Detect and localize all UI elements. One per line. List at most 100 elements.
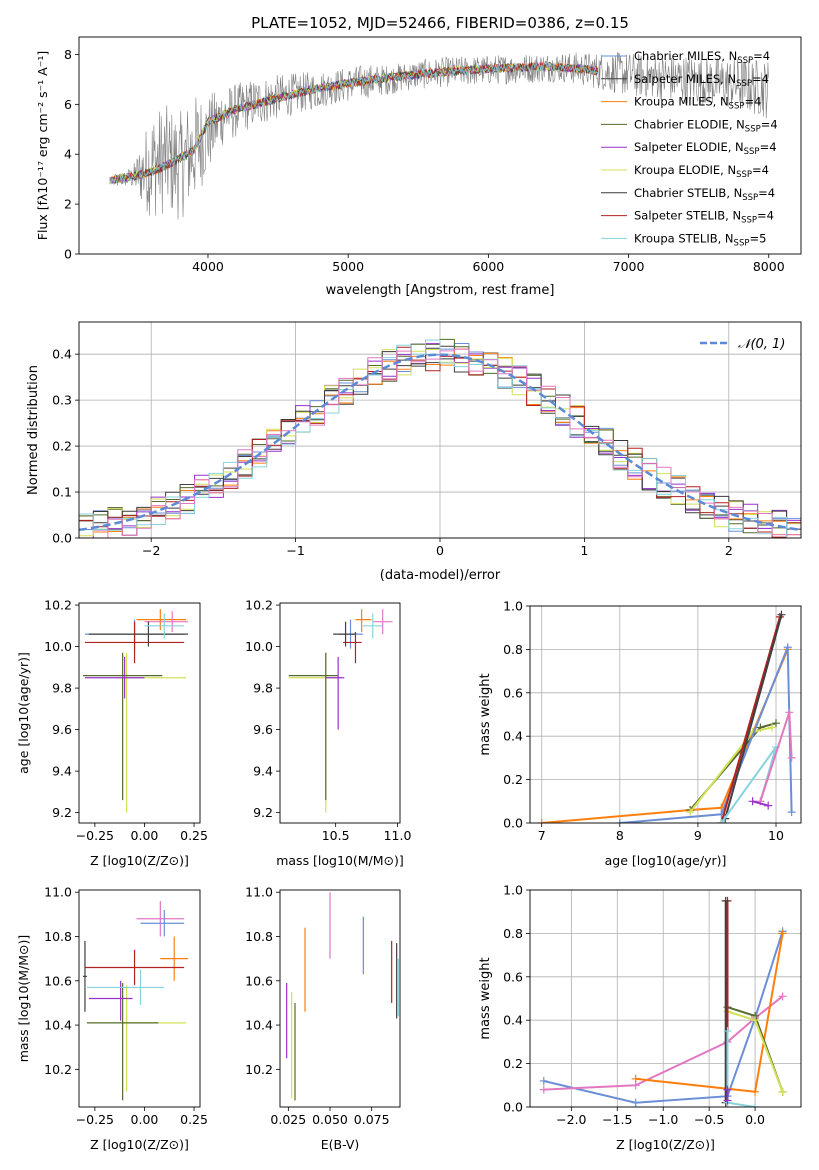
x-tick-label: 0.0 bbox=[745, 1112, 765, 1127]
y-tick-label: 10.6 bbox=[245, 973, 273, 988]
age-vs-mass-xlabel: mass [log10(M/M⊙)] bbox=[276, 853, 404, 868]
y-tick-label: 9.6 bbox=[52, 722, 72, 737]
figure-title: PLATE=1052, MJD=52466, FIBERID=0386, z=0… bbox=[251, 14, 629, 32]
legend-label-7: Salpeter STELIB, NSSP=4 bbox=[634, 209, 774, 226]
spectrum-plot-area bbox=[109, 52, 769, 220]
weight-vs-age-marker-7-2 bbox=[787, 753, 796, 762]
weight-vs-age-line-8 bbox=[752, 800, 769, 807]
y-tick-label: 9.2 bbox=[253, 805, 273, 820]
y-tick-label: 2 bbox=[64, 197, 72, 212]
residuals-axes: −2 −1 0 1 2 0.0 0.1 0.2 0.3 0.4 bbox=[52, 322, 801, 558]
spectrum-xlabel: wavelength [Angstrom, rest frame] bbox=[326, 283, 555, 298]
x-tick-label: −0.25 bbox=[76, 828, 114, 843]
spectrum-data-line bbox=[113, 52, 769, 220]
x-tick-label: −2.0 bbox=[556, 1112, 586, 1127]
weight-vs-age-line-6 bbox=[720, 746, 777, 823]
y-tick-label: 10.2 bbox=[245, 1062, 273, 1077]
x-tick-label: 10.5 bbox=[322, 828, 350, 843]
residuals-ylabel: Normed distribution bbox=[26, 365, 41, 495]
spectrum-model-line-7 bbox=[109, 61, 599, 184]
weight-vs-age-ylabel: mass weight bbox=[478, 673, 493, 755]
mass-vs-Z-xlabel: Z [log10(Z/Z⊙)] bbox=[90, 1137, 189, 1152]
residuals-frame bbox=[78, 321, 802, 539]
weight-vs-age-marker-1-2 bbox=[772, 719, 781, 728]
mass-vs-ebv-plot-area bbox=[286, 892, 399, 1101]
weight-vs-Z-line-7 bbox=[726, 1031, 756, 1107]
y-tick-label: 0.4 bbox=[503, 1013, 523, 1028]
age-vs-mass-plot-area bbox=[288, 609, 393, 813]
age-vs-mass-frame bbox=[279, 602, 401, 824]
weight-vs-Z-plot-area bbox=[539, 896, 787, 1107]
x-tick-label: 0.050 bbox=[312, 1112, 348, 1127]
weight-vs-age-marker-6-0 bbox=[717, 819, 726, 823]
weight-vs-Z-marker-1-0 bbox=[539, 1085, 548, 1094]
weight-vs-Z-xlabel: Z [log10(Z/Z⊙)] bbox=[616, 1137, 715, 1152]
y-tick-label: 0 bbox=[64, 247, 72, 262]
weight-vs-age-marker-8-0 bbox=[748, 797, 757, 806]
x-tick-label: 6000 bbox=[472, 259, 504, 274]
x-tick-label: 0 bbox=[436, 543, 444, 558]
weight-vs-age-frame bbox=[529, 605, 802, 824]
x-tick-label: −0.5 bbox=[694, 1112, 724, 1127]
mass-vs-Z-ylabel: mass [log10(M/M⊙)] bbox=[16, 935, 31, 1063]
x-tick-label: 11.0 bbox=[384, 828, 412, 843]
weight-vs-age-xlabel: age [log10(age/yr)] bbox=[605, 853, 727, 868]
weight-vs-Z-marker-7-0 bbox=[723, 1027, 732, 1036]
x-tick-label: 7000 bbox=[613, 259, 645, 274]
residuals-legend-label: 𝒩(0, 1) bbox=[738, 337, 785, 352]
weight-vs-Z-marker-2-0 bbox=[631, 1074, 640, 1083]
weight-vs-age-line-5 bbox=[724, 614, 783, 819]
weight-vs-Z-marker-0-0 bbox=[539, 1076, 548, 1085]
weight-vs-age-marker-3-3 bbox=[787, 808, 796, 817]
legend-label-0: Chabrier MILES, NSSP=4 bbox=[634, 49, 770, 66]
y-tick-label: 6 bbox=[64, 97, 72, 112]
weight-vs-age-marker-5-1 bbox=[777, 610, 786, 619]
y-tick-label: 0.2 bbox=[503, 1056, 523, 1071]
weight-vs-Z-marker-2-2 bbox=[778, 929, 787, 938]
y-tick-label: 0.6 bbox=[503, 969, 523, 984]
age-vs-Z-axes: −0.25 0.00 0.25 9.2 9.4 9.6 9.8 10.0 10.2 bbox=[44, 598, 208, 843]
spectrum-model-line-8 bbox=[109, 61, 598, 185]
x-tick-label: −1 bbox=[286, 543, 304, 558]
weight-vs-age-marker-0-0 bbox=[537, 819, 546, 823]
x-tick-label: −1.5 bbox=[602, 1112, 632, 1127]
y-tick-label: 10.4 bbox=[44, 1018, 72, 1033]
y-tick-label: 10.8 bbox=[245, 929, 273, 944]
legend-label-4: Salpeter ELODIE, NSSP=4 bbox=[634, 140, 777, 157]
y-tick-label: 9.4 bbox=[52, 764, 72, 779]
spectrum-axes: 4000 5000 6000 7000 8000 0 2 4 6 8 bbox=[64, 47, 785, 274]
y-tick-label: 1.0 bbox=[503, 883, 523, 898]
mass-vs-ebv-axes: 0.025 0.050 0.075 10.2 10.4 10.6 10.8 11.0 bbox=[245, 885, 389, 1127]
x-tick-label: 0.00 bbox=[131, 828, 159, 843]
x-tick-label: 5000 bbox=[332, 259, 364, 274]
weight-vs-age-marker-8-1 bbox=[764, 801, 773, 810]
y-tick-label: 0.0 bbox=[503, 816, 523, 831]
x-tick-label: 2 bbox=[725, 543, 733, 558]
weight-vs-Z-marker-0-1 bbox=[631, 1098, 640, 1107]
legend-label-1: Salpeter MILES, NSSP=4 bbox=[634, 72, 769, 89]
x-tick-label: −0.25 bbox=[76, 1112, 114, 1127]
y-tick-label: 1.0 bbox=[503, 599, 523, 614]
y-tick-label: 11.0 bbox=[245, 885, 273, 900]
residuals-xlabel: (data-model)/error bbox=[380, 568, 501, 583]
x-tick-label: −2 bbox=[142, 543, 160, 558]
normal-reference-curve bbox=[79, 353, 801, 532]
x-tick-label: 1 bbox=[580, 543, 588, 558]
y-tick-label: 4 bbox=[64, 147, 72, 162]
y-tick-label: 0.0 bbox=[52, 531, 72, 546]
weight-vs-Z-frame bbox=[529, 889, 802, 1108]
y-tick-label: 10.8 bbox=[44, 929, 72, 944]
legend-label-8: Kroupa STELIB, NSSP=5 bbox=[634, 231, 766, 248]
weight-vs-Z-marker-4-2 bbox=[778, 1087, 787, 1096]
weight-vs-age-marker-2-0 bbox=[686, 808, 695, 817]
age-vs-Z-xlabel: Z [log10(Z/Z⊙)] bbox=[90, 853, 189, 868]
y-tick-label: 9.2 bbox=[52, 805, 72, 820]
weight-vs-Z-marker-1-4 bbox=[778, 992, 787, 1001]
legend-label-2: Kroupa MILES, NSSP=4 bbox=[634, 95, 761, 112]
legend-label-3: Chabrier ELODIE, NSSP=4 bbox=[634, 117, 778, 134]
weight-vs-age-marker-3-2 bbox=[783, 643, 792, 652]
y-tick-label: 0.8 bbox=[503, 642, 523, 657]
weight-vs-Z-marker-8-1 bbox=[723, 1085, 732, 1094]
age-vs-Z-frame bbox=[78, 602, 201, 824]
y-tick-label: 10.0 bbox=[44, 639, 72, 654]
